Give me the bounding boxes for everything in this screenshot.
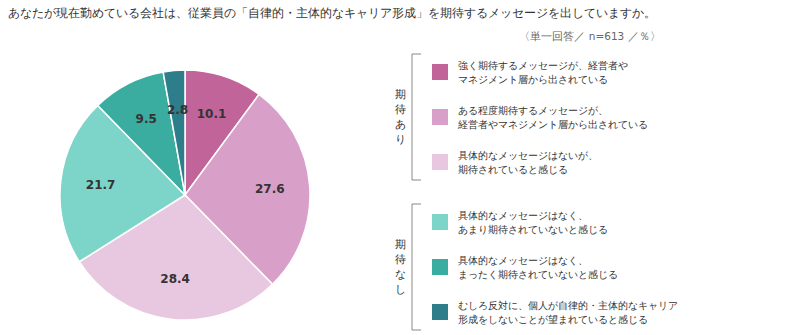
legend-label: 強く期待するメッセージが、経営者や: [458, 60, 628, 71]
legend-label: 具体的なメッセージはなく、: [458, 210, 588, 221]
bracket-line: [412, 54, 421, 180]
legend-item: 具体的なメッセージはなく、まったく期待されていないと感じる: [432, 255, 618, 280]
data-labels: 10.1 27.6 28.4 21.7 9.5 2.8: [86, 103, 285, 286]
legend-item: むしろ反対に、個人が自律的・主体的なキャリア形成をしないことが望まれていると感じ…: [432, 300, 678, 325]
data-label: 9.5: [136, 112, 157, 126]
legend-swatch: [432, 214, 448, 230]
group-bracket: 期待あり: [395, 54, 422, 180]
data-label: 27.6: [255, 182, 285, 196]
data-label: 21.7: [86, 178, 116, 192]
legend-label: 経営者やマネジメント層から出されている: [457, 119, 648, 130]
legend-label: マネジメント層から出されている: [458, 74, 608, 85]
legend-item: 具体的なメッセージはなく、あまり期待されていないと感じる: [432, 210, 608, 235]
legend-swatch: [432, 109, 448, 125]
data-label: 28.4: [160, 272, 190, 286]
bracket-line: [412, 204, 421, 330]
legend-label: まったく期待されていないと感じる: [458, 269, 618, 280]
legend-swatch: [432, 64, 448, 80]
legend-label: 期待されていると感じる: [458, 164, 568, 175]
legend-item: 具体的なメッセージはないが、期待されていると感じる: [432, 150, 598, 175]
group-label: 期待なし: [395, 238, 406, 296]
group-bracket: 期待なし: [395, 204, 422, 330]
pie-slice: [163, 70, 185, 195]
legend-label: むしろ反対に、個人が自律的・主体的なキャリア: [458, 300, 678, 311]
legend-item: ある程度期待するメッセージが、経営者やマネジメント層から出されている: [432, 105, 648, 130]
data-label: 2.8: [167, 103, 188, 117]
group-label: 期待あり: [395, 88, 406, 146]
legend-label: 具体的なメッセージはないが、: [458, 150, 598, 161]
title: あなたが現在勤めている会社は、従業員の「自律的・主体的なキャリア形成」を期待する…: [8, 6, 656, 20]
data-label: 10.1: [197, 107, 227, 121]
legend-swatch: [432, 154, 448, 170]
chart: あなたが現在勤めている会社は、従業員の「自律的・主体的なキャリア形成」を期待する…: [0, 0, 790, 335]
legend-label: 具体的なメッセージはなく、: [458, 255, 588, 266]
legend-label: ある程度期待するメッセージが、: [458, 105, 608, 116]
pie: [60, 70, 310, 320]
legend-swatch: [432, 304, 448, 320]
legend-item: 強く期待するメッセージが、経営者やマネジメント層から出されている: [432, 60, 628, 85]
legend-label: あまり期待されていないと感じる: [458, 224, 608, 235]
legend-label: 形成をしないことが望まれていると感じる: [458, 314, 648, 325]
legend: 強く期待するメッセージが、経営者やマネジメント層から出されているある程度期待する…: [432, 60, 678, 325]
subtitle: 〈単一回答／ n=613 ／％〉: [519, 30, 660, 42]
legend-swatch: [432, 259, 448, 275]
